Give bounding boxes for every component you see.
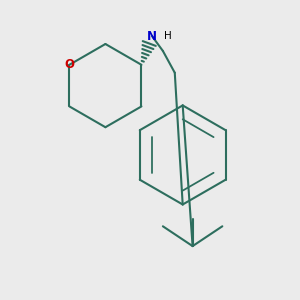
- Text: N: N: [147, 30, 157, 43]
- Text: O: O: [64, 58, 74, 71]
- Text: H: H: [164, 31, 172, 41]
